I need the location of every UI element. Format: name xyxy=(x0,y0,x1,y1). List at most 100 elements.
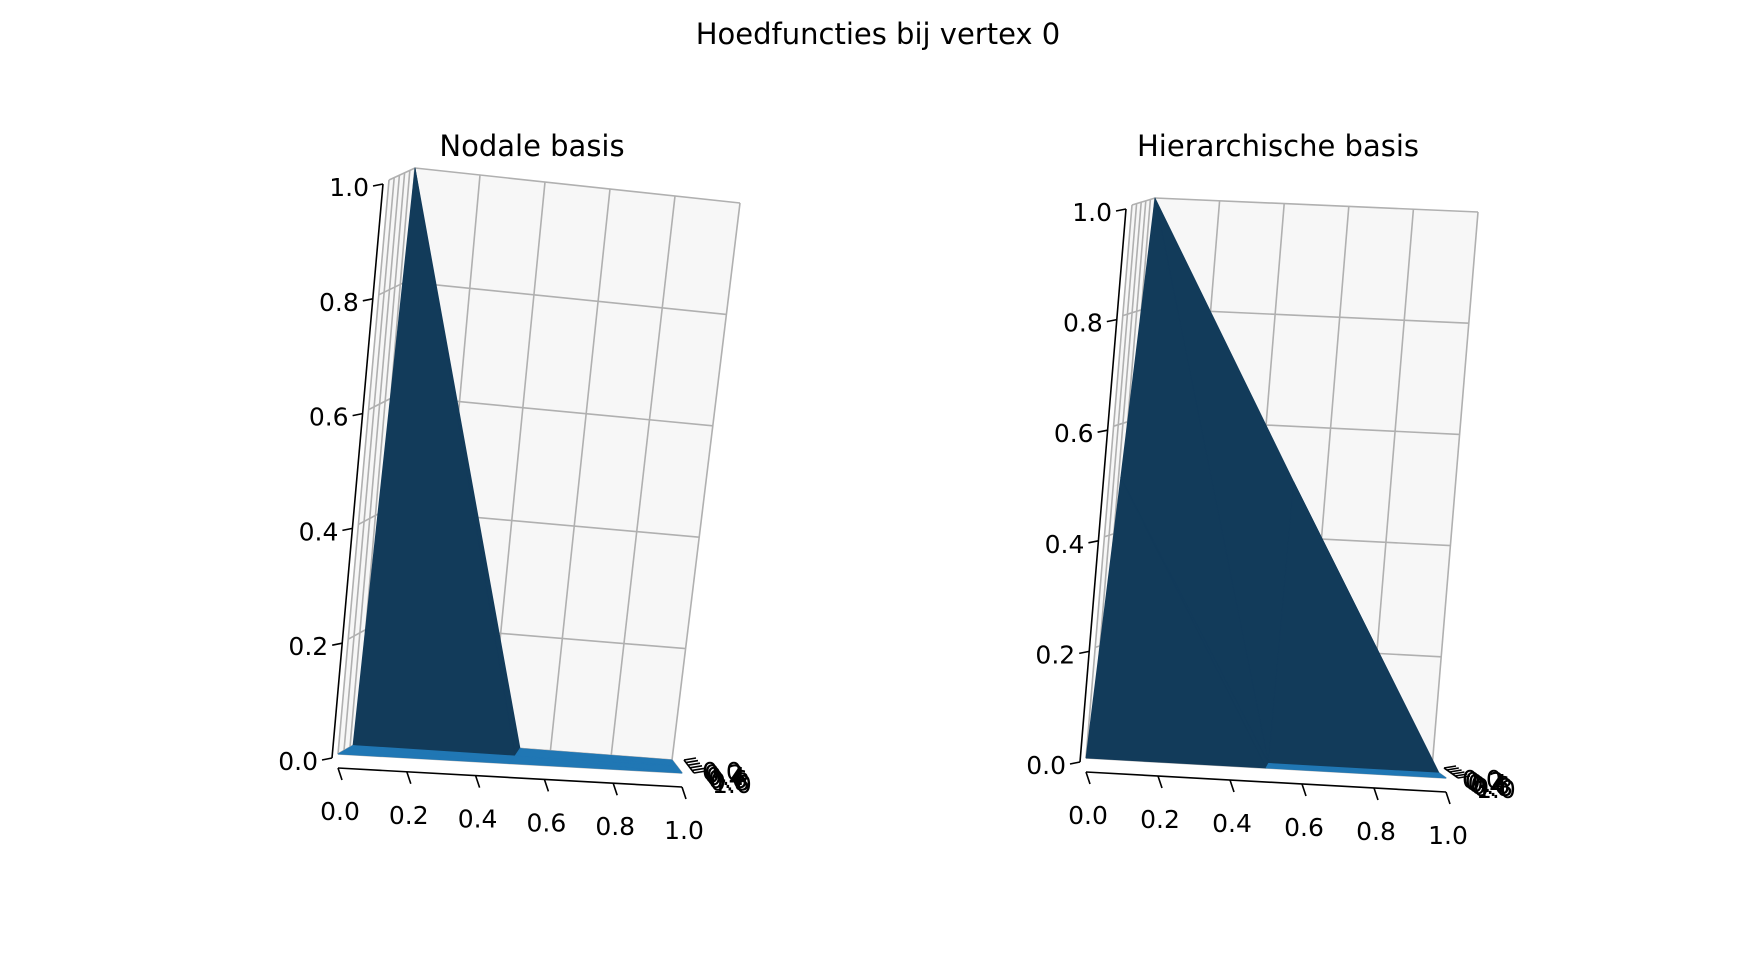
y-tick-label: 0.4 xyxy=(1468,769,1508,798)
y-axis-ticks: 0.00.20.40.60.81.0 xyxy=(1443,765,1516,804)
x-tick-mark xyxy=(1157,775,1163,789)
x-axis-ticks: 0.0 0.2 0.4 0.6 0.8 1.0 xyxy=(1068,771,1468,850)
z-axis-line xyxy=(331,183,384,759)
y-tick-mark xyxy=(689,765,703,769)
z-tick-mark xyxy=(1106,318,1117,323)
gridline-x xyxy=(549,188,611,751)
y-tick-mark xyxy=(1452,771,1465,775)
y-tick-label: 0.6 xyxy=(1470,771,1510,800)
x-tick-mark xyxy=(1373,787,1379,801)
x-tick-label: 1.0 xyxy=(1428,821,1468,850)
y-tick-label: 0.2 xyxy=(704,760,744,789)
x-tick-label: 0.8 xyxy=(1356,817,1396,846)
z-tick-mark xyxy=(362,298,373,302)
z-tick-mark xyxy=(1088,540,1099,544)
x-tick-label: 0.4 xyxy=(1212,809,1252,838)
z-tick-label: 0.0 xyxy=(278,747,318,776)
x-tick-label: 0.0 xyxy=(1068,801,1108,830)
surface-triangle xyxy=(337,745,511,764)
y-tick-mark xyxy=(683,757,697,761)
x-axis-ticks: 0.0 0.2 0.4 0.6 0.8 1.0 xyxy=(320,767,704,845)
z-tick-label: 0.0 xyxy=(1026,751,1066,780)
z-tick-label: 0.8 xyxy=(319,288,359,317)
x-tick-label: 0.4 xyxy=(458,805,498,834)
x-tick-mark xyxy=(406,771,412,785)
x-tick-label: 0.2 xyxy=(389,801,429,830)
x-tick-label: 0.2 xyxy=(1140,805,1180,834)
z-tick-label: 0.6 xyxy=(309,403,349,432)
y-tick-mark xyxy=(1443,765,1457,769)
y-tick-label: 0.8 xyxy=(710,767,750,796)
y-tick-label: 0.6 xyxy=(708,765,748,794)
x-tick-mark xyxy=(1301,783,1307,797)
surface-triangle xyxy=(1265,763,1447,779)
y-tick-mark xyxy=(691,767,705,772)
surface-triangle xyxy=(1085,477,1267,769)
x-tick-label: 0.6 xyxy=(1284,813,1324,842)
x-tick-mark xyxy=(543,779,550,792)
z-tick-mark xyxy=(321,757,333,761)
x-tick-label: 1.0 xyxy=(664,816,704,845)
x-tick-mark xyxy=(681,786,687,800)
x-axis-line xyxy=(337,767,683,788)
subplot-nodale-basis: Nodale basis 0.0 0.2 0.4 0.6 0.8 1.0 0.00.20.… xyxy=(278,129,752,845)
z-tick-label: 0.4 xyxy=(299,517,339,546)
z-tick-mark xyxy=(352,412,363,417)
z-axis-ticks: 0.0 0.2 0.4 0.6 0.8 1.0 xyxy=(1026,198,1127,780)
gridline-y xyxy=(337,179,390,755)
surface-plot xyxy=(1085,197,1447,779)
gridline-x xyxy=(610,195,676,756)
y-tick-mark xyxy=(687,762,701,766)
gridline-y xyxy=(343,177,395,751)
z-tick-label: 0.8 xyxy=(1063,309,1103,338)
x-tick-mark xyxy=(1229,779,1235,793)
z-axis-ticks: 0.0 0.2 0.4 0.6 0.8 1.0 xyxy=(278,173,384,776)
subplot-title: Hierarchische basis xyxy=(1137,129,1419,163)
y-tick-label: 0.8 xyxy=(1473,773,1513,802)
z-tick-mark xyxy=(1097,429,1108,433)
x-tick-label: 0.8 xyxy=(595,812,635,841)
z-tick-label: 1.0 xyxy=(329,173,369,202)
gridline-x xyxy=(671,202,741,761)
figure-suptitle: Hoedfuncties bij vertex 0 xyxy=(696,17,1061,51)
z-tick-label: 0.2 xyxy=(288,632,328,661)
x-tick-mark xyxy=(474,775,481,788)
gridline-z xyxy=(405,281,727,316)
z-tick-label: 0.4 xyxy=(1045,530,1085,559)
z-tick-label: 1.0 xyxy=(1072,198,1112,227)
z-tick-mark xyxy=(1079,650,1090,655)
z-tick-mark xyxy=(342,527,353,532)
x-tick-label: 0.6 xyxy=(527,808,567,837)
y-axis-ticks: 0.00.20.40.60.81.0 xyxy=(683,757,752,799)
x-axis-line xyxy=(1085,771,1447,793)
z-axis-line xyxy=(1079,208,1127,763)
surface-triangle xyxy=(509,755,683,774)
y-tick-mark xyxy=(1457,775,1471,779)
gridline-z xyxy=(388,167,416,181)
y-tick-mark xyxy=(1449,769,1462,773)
gridline-z xyxy=(1131,197,1156,206)
z-tick-mark xyxy=(372,183,384,187)
y-tick-mark xyxy=(1455,773,1468,777)
x-tick-label: 0.0 xyxy=(320,797,360,826)
y-tick-mark xyxy=(693,770,707,774)
x-tick-mark xyxy=(612,782,618,796)
y-tick-label: 1.0 xyxy=(1476,775,1516,804)
gridline-y xyxy=(349,175,401,748)
x-tick-mark xyxy=(337,767,343,781)
gridline-z xyxy=(1154,197,1479,213)
y-tick-label: 0.4 xyxy=(706,762,746,791)
subplot-title: Nodale basis xyxy=(439,129,624,163)
x-tick-mark xyxy=(1445,791,1451,805)
y-tick-mark xyxy=(1446,767,1459,771)
z-tick-mark xyxy=(1115,208,1127,212)
y-tick-label: 0.0 xyxy=(1462,765,1502,794)
x-tick-mark xyxy=(1085,771,1091,785)
y-tick-label: 0.2 xyxy=(1465,767,1505,796)
z-tick-label: 0.2 xyxy=(1035,640,1075,669)
z-tick-label: 0.6 xyxy=(1054,419,1094,448)
gridline-y xyxy=(1085,204,1133,759)
gridline-z xyxy=(414,167,741,204)
